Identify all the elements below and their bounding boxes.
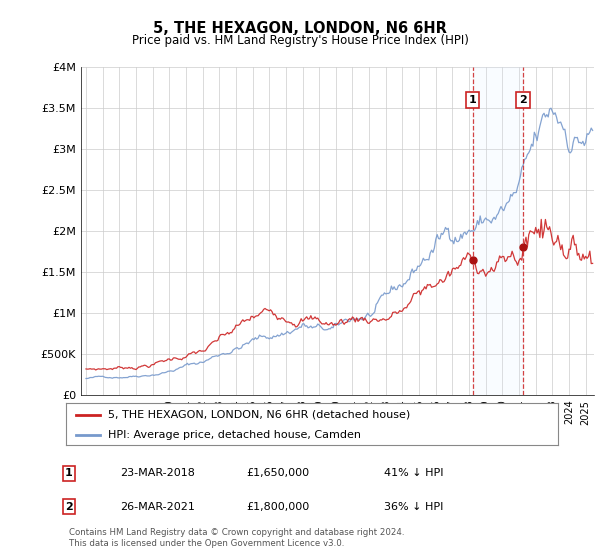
Text: 1: 1 <box>65 468 73 478</box>
Text: 1: 1 <box>469 95 476 105</box>
Text: HPI: Average price, detached house, Camden: HPI: Average price, detached house, Camd… <box>108 430 361 440</box>
Text: 41% ↓ HPI: 41% ↓ HPI <box>384 468 443 478</box>
Text: 5, THE HEXAGON, LONDON, N6 6HR: 5, THE HEXAGON, LONDON, N6 6HR <box>153 21 447 36</box>
Text: £1,650,000: £1,650,000 <box>246 468 309 478</box>
Text: £1,800,000: £1,800,000 <box>246 502 309 512</box>
Text: 23-MAR-2018: 23-MAR-2018 <box>120 468 195 478</box>
Text: Price paid vs. HM Land Registry's House Price Index (HPI): Price paid vs. HM Land Registry's House … <box>131 34 469 46</box>
Text: 2: 2 <box>519 95 527 105</box>
Text: 26-MAR-2021: 26-MAR-2021 <box>120 502 195 512</box>
Text: 5, THE HEXAGON, LONDON, N6 6HR (detached house): 5, THE HEXAGON, LONDON, N6 6HR (detached… <box>108 410 410 420</box>
Text: Contains HM Land Registry data © Crown copyright and database right 2024.
This d: Contains HM Land Registry data © Crown c… <box>69 528 404 548</box>
Text: 2: 2 <box>65 502 73 512</box>
Text: 36% ↓ HPI: 36% ↓ HPI <box>384 502 443 512</box>
Bar <box>473 67 523 395</box>
